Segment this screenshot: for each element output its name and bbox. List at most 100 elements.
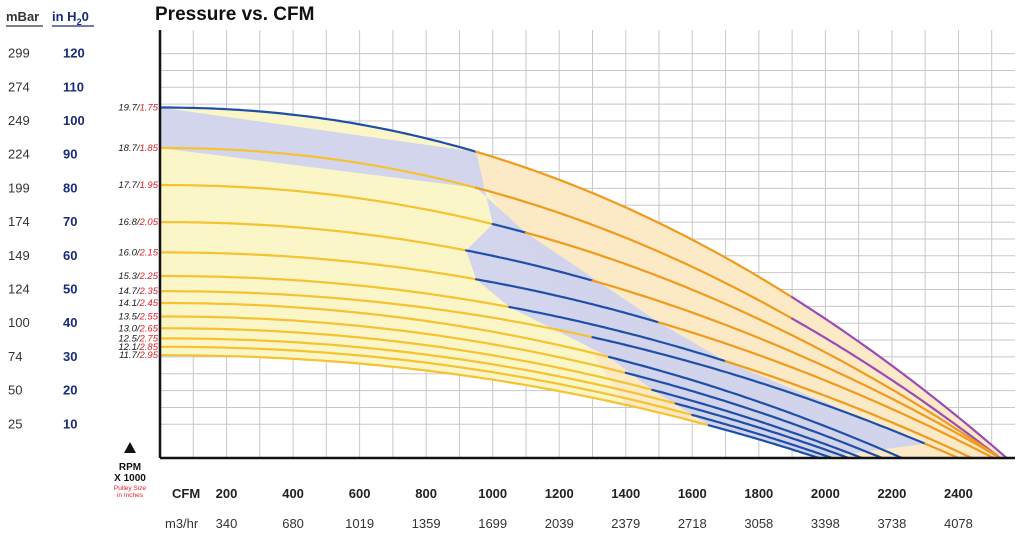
mbar-tick-label: 199	[8, 180, 30, 195]
x-row-label-cfm: CFM	[172, 486, 200, 501]
fan-curve-14-1: 14.1/2.45	[118, 298, 903, 460]
curve-segment-yellow	[158, 315, 627, 374]
curve-segment-blue	[651, 388, 864, 460]
fan-curve-18-7: 18.7/1.85	[118, 143, 1002, 460]
mbar-tick-label: 274	[8, 79, 30, 94]
orange-region	[459, 147, 1007, 458]
curve-segment-yellow	[158, 327, 654, 391]
cfm-tick-label: 2200	[877, 486, 906, 501]
curve-segment-yellow	[158, 290, 594, 339]
curve-segment-purple	[791, 317, 1002, 460]
m3hr-tick-label: 680	[282, 516, 304, 531]
blue-region	[160, 107, 926, 458]
fan-curve-12-1: 12.1/2.85	[118, 342, 834, 460]
fan-curve-13-0: 13.0/2.65	[118, 323, 864, 460]
curve-segment-yellow	[158, 345, 694, 417]
curve-label: 12.5/2.75	[118, 333, 158, 344]
mbar-tick-label: 100	[8, 315, 30, 330]
rpm-multiplier-label: X 1000	[114, 473, 146, 484]
curve-segment-orange	[924, 442, 960, 460]
inh2o-tick-label: 20	[63, 383, 77, 398]
inh2o-tick-label: 30	[63, 349, 77, 364]
cfm-tick-label: 1400	[611, 486, 640, 501]
curve-label: 19.7/1.75	[118, 103, 158, 114]
curve-segment-purple	[791, 296, 1008, 460]
cfm-tick-label: 1000	[478, 486, 507, 501]
cfm-tick-label: 1200	[545, 486, 574, 501]
curve-segment-yellow	[158, 146, 478, 189]
pulley-size-label: Pulley Size	[114, 485, 147, 492]
curve-segment-blue	[674, 402, 850, 460]
inh2o-tick-label: 90	[63, 147, 77, 162]
curve-segment-blue	[707, 424, 820, 460]
curve-label: 18.7/1.85	[118, 143, 158, 154]
curve-segment-blue	[508, 305, 727, 363]
m3hr-tick-label: 1359	[412, 516, 441, 531]
inh2o-tick-label: 50	[63, 281, 77, 296]
m3hr-tick-label: 3738	[877, 516, 906, 531]
mbar-tick-label: 50	[8, 383, 22, 398]
curve-segment-yellow	[158, 301, 611, 359]
fan-curve-19-7: 19.7/1.75	[118, 103, 1008, 460]
curve-segment-orange	[657, 321, 995, 460]
cfm-tick-label: 2400	[944, 486, 973, 501]
m3hr-tick-label: 2379	[611, 516, 640, 531]
fan-curve-14-7: 14.7/2.35	[118, 286, 960, 460]
curve-segment-yellow	[158, 354, 710, 427]
cfm-tick-label: 800	[415, 486, 437, 501]
inh2o-tick-label: 80	[63, 180, 77, 195]
curve-segment-orange	[475, 150, 794, 299]
mbar-tick-label: 74	[8, 349, 22, 364]
mbar-tick-label: 299	[8, 46, 30, 61]
m3hr-tick-label: 2039	[545, 516, 574, 531]
x-axis-ticks: 200 340 400 680 600 1019 800 1359 1000 1699 1200 20…	[216, 486, 973, 531]
chart-title: Pressure vs. CFM	[155, 4, 314, 25]
curve-segment-blue	[491, 223, 528, 234]
mbar-tick-label: 224	[8, 147, 30, 162]
curve-segment-orange	[475, 186, 794, 320]
m3hr-tick-label: 340	[216, 516, 238, 531]
curve-segment-yellow	[158, 221, 468, 252]
curve-segment-orange	[524, 231, 1002, 460]
fan-curve-13-5: 13.5/2.55	[118, 312, 883, 460]
mbar-tick-label: 149	[8, 248, 30, 263]
curve-label: 12.1/2.85	[118, 342, 158, 353]
curve-label: 16.0/2.15	[118, 247, 158, 258]
y-axis-ticks: 299 120 274 110 249 100 224 90 199 80 174 70 149 60 12…	[8, 46, 85, 432]
curve-label: 13.0/2.65	[118, 323, 158, 334]
curve-segment-yellow	[158, 183, 494, 226]
triangle-marker-icon	[124, 442, 136, 453]
fan-curve-15-3: 15.3/2.25	[118, 271, 973, 460]
plot-area: 19.7/1.75 18.7/1.85 17.7/1.95 16.8/2.05 16.0…	[118, 30, 1015, 460]
cfm-tick-label: 400	[282, 486, 304, 501]
curve-segment-orange	[724, 360, 973, 460]
fan-curve-12-5: 12.5/2.75	[118, 333, 850, 460]
curve-segment-blue	[475, 278, 661, 324]
inh2o-tick-label: 60	[63, 248, 77, 263]
m3hr-tick-label: 2718	[678, 516, 707, 531]
curve-label: 16.8/2.05	[118, 217, 158, 228]
mbar-tick-label: 124	[8, 281, 30, 296]
curve-segment-blue	[624, 371, 883, 460]
m3hr-tick-label: 1699	[478, 516, 507, 531]
x-row-label-m3hr: m3/hr	[165, 516, 199, 531]
m3hr-tick-label: 3398	[811, 516, 840, 531]
curve-label: 14.1/2.45	[118, 298, 158, 309]
inh2o-tick-label: 10	[63, 416, 77, 431]
cfm-tick-label: 1600	[678, 486, 707, 501]
curve-label: 14.7/2.35	[118, 286, 158, 297]
pulley-units-label: in Inches	[117, 492, 144, 499]
inh2o-tick-label: 100	[63, 113, 85, 128]
mbar-tick-label: 25	[8, 416, 22, 431]
cfm-tick-label: 1800	[744, 486, 773, 501]
curve-segment-yellow	[158, 251, 478, 281]
mbar-tick-label: 174	[8, 214, 30, 229]
m3hr-tick-label: 1019	[345, 516, 374, 531]
curve-segment-orange	[591, 279, 1002, 460]
mbar-axis-header: mBar	[6, 9, 39, 24]
fan-curve-16-0: 16.0/2.15	[118, 247, 995, 460]
curve-segment-blue	[691, 413, 834, 460]
curve-segment-blue	[465, 249, 594, 282]
fan-curves: 19.7/1.75 18.7/1.85 17.7/1.95 16.8/2.05 16.0…	[118, 103, 1008, 460]
